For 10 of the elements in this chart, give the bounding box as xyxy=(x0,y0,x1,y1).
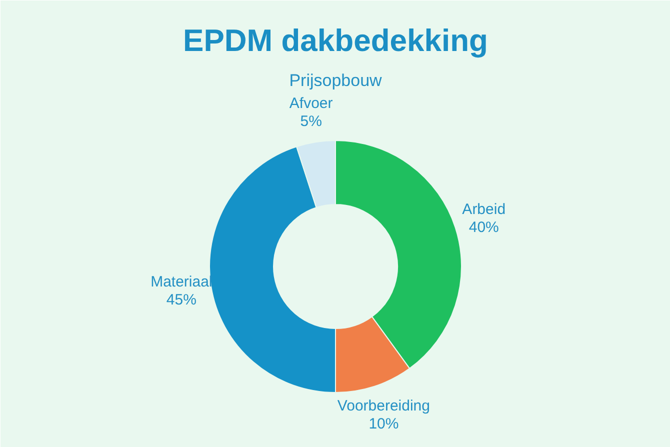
data-label: 5% xyxy=(300,112,322,130)
data-label: 10% xyxy=(368,415,399,432)
chart-title: EPDM dakbedekking xyxy=(183,23,488,58)
data-label: 45% xyxy=(166,291,196,308)
chart-subtitle: Prijsopbouw xyxy=(289,71,383,90)
slice-label: Materiaal xyxy=(150,273,212,290)
slice-label: Afvoer xyxy=(289,94,333,112)
slice-label: Arbeid xyxy=(462,200,506,218)
slice-label: Voorbereiding xyxy=(337,397,430,414)
data-label: 40% xyxy=(468,218,499,236)
